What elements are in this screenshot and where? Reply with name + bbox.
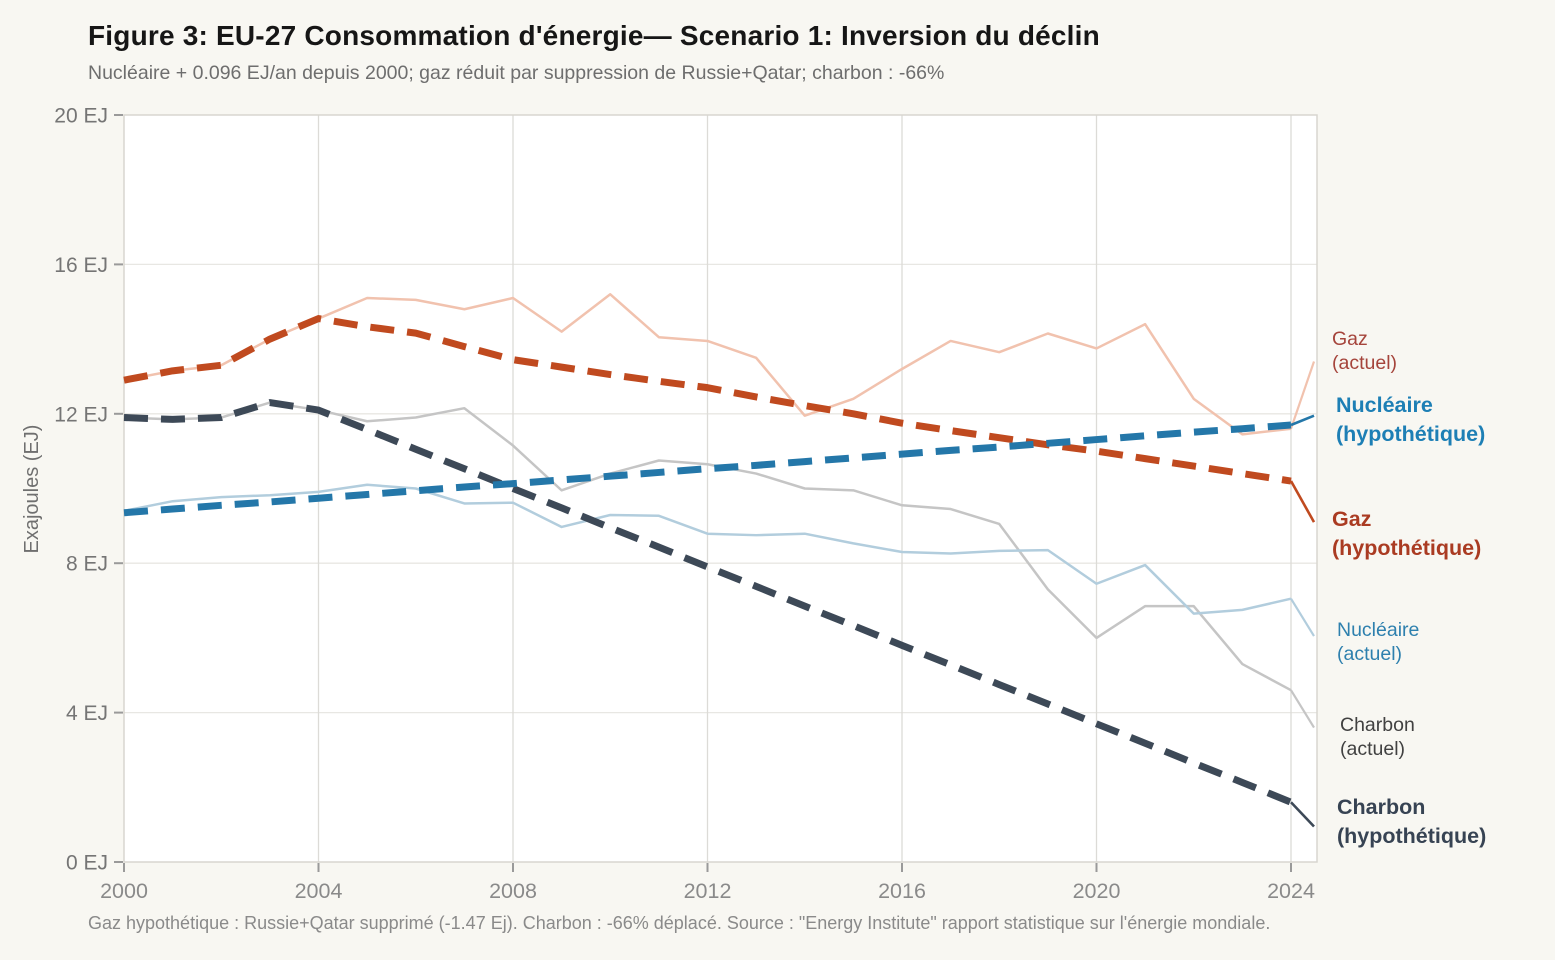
y-tick-label: 4 EJ xyxy=(66,702,108,725)
series-label-nucleaire-actuel: Nucléaire (actuel) xyxy=(1337,618,1419,666)
charbon-actuel-leader-line xyxy=(1290,689,1315,729)
series-label-charbon-hypothetique: Charbon (hypothétique) xyxy=(1337,793,1486,851)
charbon-hyp-line xyxy=(123,399,1293,806)
series-label-charbon-actuel: Charbon (actuel) xyxy=(1340,713,1415,761)
series-label-line: Nucléaire xyxy=(1337,619,1420,641)
y-tick-label: 20 EJ xyxy=(54,105,108,128)
x-tick-label: 2024 xyxy=(1267,879,1315,903)
y-tick-label: 8 EJ xyxy=(66,553,108,576)
gaz-hyp-leader-line xyxy=(1289,480,1316,523)
gaz-hyp-line xyxy=(123,315,1292,485)
y-tick-label: 16 EJ xyxy=(54,254,108,277)
x-tick-label: 2004 xyxy=(295,879,343,903)
series-label-line: Charbon xyxy=(1337,795,1426,819)
series-label-line: Gaz xyxy=(1332,507,1372,531)
series-label-nucleaire-hypothetique: Nucléaire (hypothétique) xyxy=(1336,391,1485,449)
series-label-line: (actuel) xyxy=(1332,352,1398,374)
nucleaire-hyp-line xyxy=(123,421,1292,517)
plot-area xyxy=(124,115,1317,862)
series-label-line: (hypothétique) xyxy=(1336,422,1486,446)
y-tick-label: 0 EJ xyxy=(66,852,108,875)
x-tick-label: 2012 xyxy=(684,879,732,903)
series-label-line: Nucléaire xyxy=(1336,393,1433,417)
x-tick-label: 2016 xyxy=(878,879,926,903)
chart-footnote: Gaz hypothétique : Russie+Qatar supprimé… xyxy=(88,913,1271,933)
nucleaire-actuel-line xyxy=(123,483,1292,615)
charbon-hyp-leader-line xyxy=(1290,801,1315,828)
plot-border xyxy=(123,114,1318,863)
series-label-line: Charbon xyxy=(1340,714,1415,736)
chart-subtitle: Nucléaire + 0.096 EJ/an depuis 2000; gaz… xyxy=(88,62,945,84)
gaz-actuel-leader-line xyxy=(1289,361,1316,430)
nucleaire-hyp-leader-line xyxy=(1290,414,1315,427)
x-tick-label: 2020 xyxy=(1073,879,1121,903)
x-tick-label: 2008 xyxy=(489,879,537,903)
series-label-line: (actuel) xyxy=(1340,738,1406,760)
x-tick-label: 2000 xyxy=(100,879,148,903)
y-axis-title: Exajoules (EJ) xyxy=(21,425,43,554)
series-label-line: (hypothétique) xyxy=(1337,824,1487,848)
y-tick-label: 12 EJ xyxy=(54,403,108,426)
series-label-gaz-actuel: Gaz (actuel) xyxy=(1332,327,1397,375)
series-label-line: (hypothétique) xyxy=(1332,536,1482,560)
series-label-gaz-hypothetique: Gaz (hypothétique) xyxy=(1332,505,1481,563)
series-label-line: (actuel) xyxy=(1337,643,1403,665)
chart-title: Figure 3: EU-27 Consommation d'énergie— … xyxy=(88,20,1100,51)
series-label-line: Gaz xyxy=(1332,328,1368,350)
nucleaire-actuel-leader-line xyxy=(1290,598,1315,637)
